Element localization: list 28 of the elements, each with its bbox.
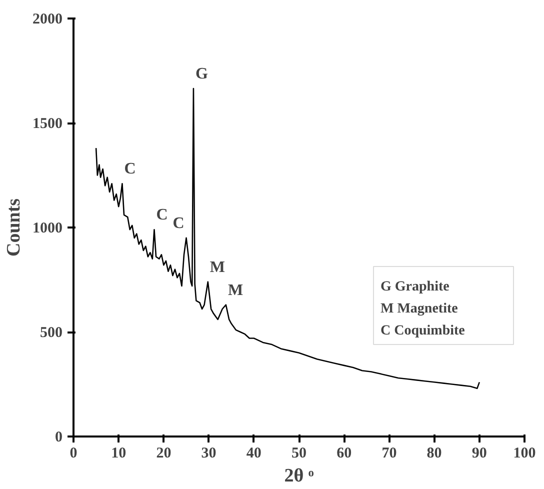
x-tick-label: 70	[382, 446, 397, 462]
y-tick-label: 500	[40, 325, 62, 341]
y-tick-label: 1000	[32, 220, 62, 236]
x-tick-label: 90	[472, 446, 487, 462]
annotation: G	[195, 66, 208, 83]
annotation: M	[228, 282, 244, 299]
annotation: M Magnetite	[380, 302, 458, 316]
x-tick-label: 0	[70, 446, 78, 462]
y-tick-label: 0	[55, 430, 62, 446]
x-tick-label: 30	[201, 446, 216, 462]
y-axis-title: Counts	[4, 198, 24, 257]
x-tick-label: 40	[246, 446, 262, 462]
x-axis-title: 2θ ᵒ	[284, 466, 314, 486]
x-tick-label: 60	[336, 446, 352, 462]
x-tick-label: 100	[513, 446, 536, 462]
annotation: M	[210, 258, 226, 276]
annotation: C	[172, 214, 184, 232]
annotation: C	[124, 160, 136, 178]
x-tick-label: 20	[156, 446, 172, 462]
x-tick-label: 10	[111, 446, 126, 462]
annotation: C Coquimbite	[380, 324, 465, 338]
x-tick-label: 80	[426, 446, 442, 462]
annotation: C	[156, 206, 168, 224]
y-tick-label: 1500	[32, 116, 62, 132]
x-tick-label: 50	[292, 446, 306, 462]
annotation: G Graphite	[380, 280, 450, 294]
line-series	[95, 88, 480, 390]
y-tick-label: 2000	[32, 12, 62, 28]
